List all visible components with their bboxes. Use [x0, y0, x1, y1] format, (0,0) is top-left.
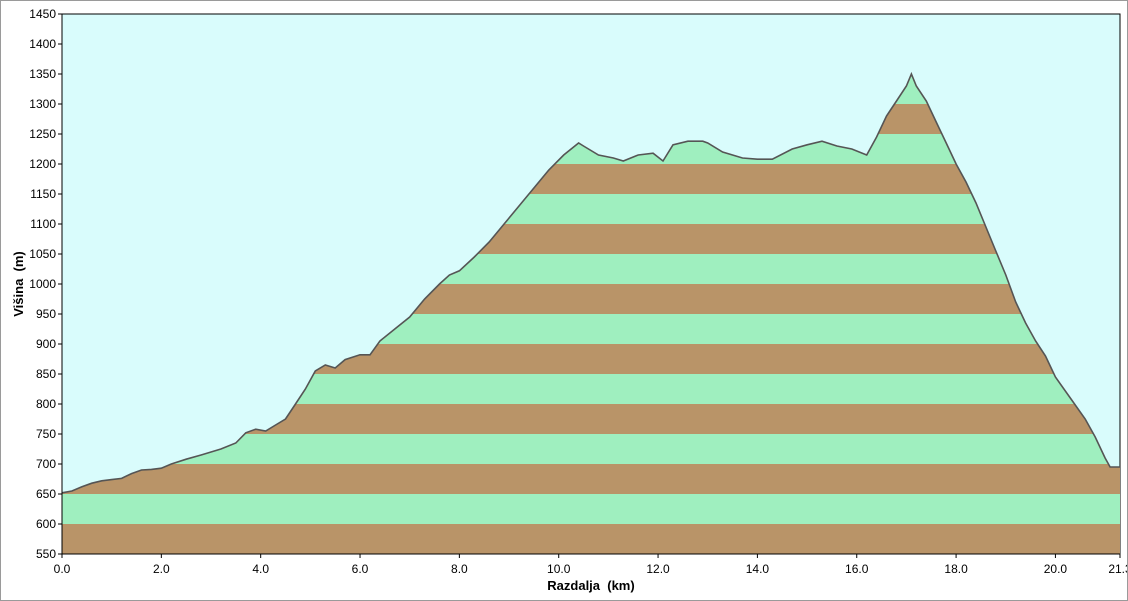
y-axis-ticks: 550 600 650 700 750 800 850 900 950 1000 1050 1100 1…	[29, 7, 62, 561]
y-tick-label: 1300	[29, 97, 56, 111]
x-tick-label: 14.0	[746, 562, 770, 576]
x-axis-ticks: 0.0 2.0 4.0 6.0 8.0 10.0 12.0 14.0 16.0 18.0 20.0 2…	[54, 554, 1127, 576]
elevation-band	[62, 464, 1120, 494]
y-tick-label: 1450	[29, 7, 56, 21]
y-tick-label: 950	[36, 307, 56, 321]
y-tick-label: 1050	[29, 247, 56, 261]
y-axis-title: Višina (m)	[11, 251, 26, 317]
elevation-band	[62, 524, 1120, 554]
y-tick-label: 750	[36, 427, 56, 441]
y-tick-label: 800	[36, 397, 56, 411]
x-tick-label: 10.0	[547, 562, 571, 576]
y-tick-label: 550	[36, 547, 56, 561]
y-tick-label: 1000	[29, 277, 56, 291]
y-tick-label: 1250	[29, 127, 56, 141]
y-tick-label: 1200	[29, 157, 56, 171]
x-tick-label: 4.0	[252, 562, 269, 576]
x-tick-label: 2.0	[153, 562, 170, 576]
y-tick-label: 650	[36, 487, 56, 501]
x-tick-label: 0.0	[54, 562, 71, 576]
x-tick-label: 12.0	[646, 562, 670, 576]
x-tick-label: 20.0	[1044, 562, 1068, 576]
y-tick-label: 900	[36, 337, 56, 351]
y-tick-label: 1350	[29, 67, 56, 81]
y-tick-label: 600	[36, 517, 56, 531]
x-tick-label: 18.0	[944, 562, 968, 576]
y-tick-label: 1400	[29, 37, 56, 51]
x-tick-label: 21.3	[1108, 562, 1127, 576]
elevation-band	[62, 494, 1120, 524]
x-tick-label: 8.0	[451, 562, 468, 576]
elevation-line	[61, 71, 1120, 494]
y-tick-label: 850	[36, 367, 56, 381]
y-tick-label: 700	[36, 457, 56, 471]
x-axis-title: Razdalja (km)	[547, 578, 634, 593]
x-tick-label: 16.0	[845, 562, 869, 576]
y-tick-label: 1150	[30, 187, 56, 201]
y-tick-label: 1100	[30, 217, 56, 231]
x-tick-label: 6.0	[352, 562, 369, 576]
